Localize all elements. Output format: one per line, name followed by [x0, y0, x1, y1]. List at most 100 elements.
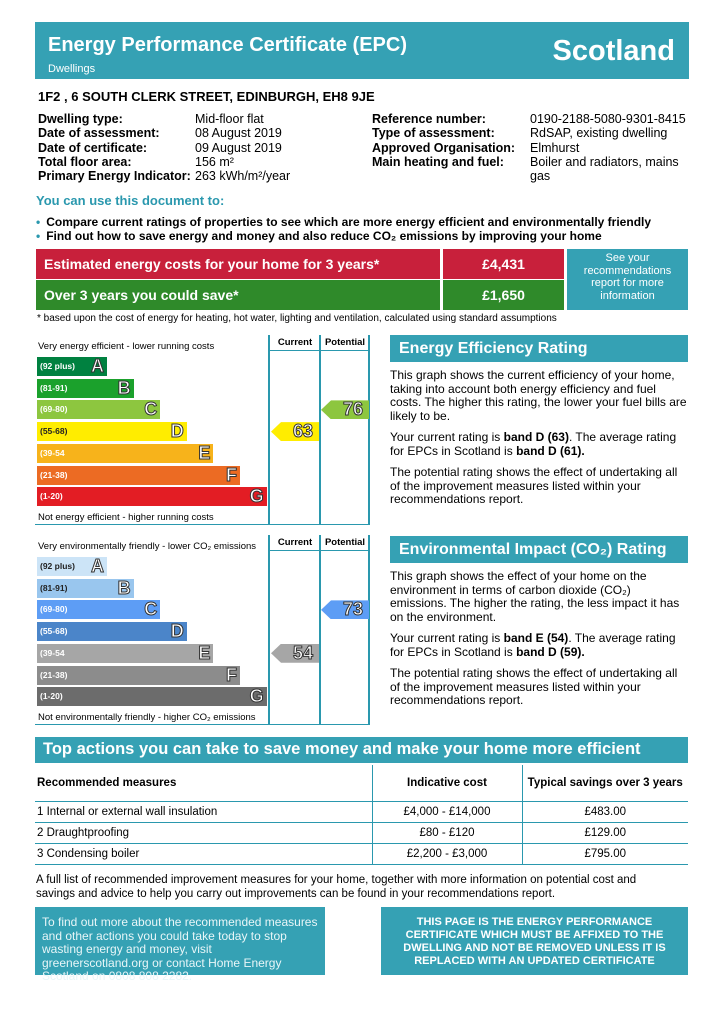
- chart-top-caption: Very energy efficient - lower running co…: [38, 341, 215, 352]
- bullet-item: • Find out how to save energy and money a…: [36, 229, 602, 243]
- chart-bottom-caption: Not environmentally friendly - higher CO…: [38, 712, 256, 723]
- document-subtitle: Dwellings: [48, 63, 96, 75]
- potential-rating-arrow: 76: [321, 399, 369, 420]
- band-range: (81-91): [40, 382, 68, 393]
- band-d-bar: (55-68) D: [37, 621, 187, 642]
- band-letter: G: [249, 486, 264, 507]
- detail-label: Dwelling type:: [38, 112, 123, 126]
- use-heading: You can use this document to:: [36, 193, 225, 208]
- band-range: (39-54: [40, 647, 65, 658]
- top-actions-title: Top actions you can take to save money a…: [35, 737, 688, 763]
- detail-row: Main heating and fuel: Boiler and radiato…: [372, 155, 690, 184]
- band-b-bar: (81-91) B: [37, 577, 134, 598]
- energy-cost-value: £4,431: [443, 249, 564, 279]
- band-letter: F: [226, 464, 238, 485]
- potential-rating-value: 76: [342, 399, 363, 420]
- band-range: (39-54: [40, 447, 65, 458]
- band-f-bar: (21-38) F: [37, 464, 240, 485]
- current-rating-arrow: 63: [271, 421, 319, 442]
- detail-value: Boiler and radiators, mains gas: [530, 154, 679, 184]
- cost: £80 - £120: [371, 822, 522, 844]
- savings-value: £1,650: [443, 280, 564, 310]
- detail-value: 09 August 2019: [195, 140, 282, 155]
- eir-text-1: This graph shows the effect of your home…: [390, 569, 680, 624]
- measure: 1 Internal or external wall insulation: [35, 801, 372, 823]
- band-e-bar: (39-54 E: [37, 442, 214, 463]
- cost: £4,000 - £14,000: [371, 801, 522, 823]
- savings-label: Over 3 years you could save*: [36, 280, 440, 310]
- band-range: (55-68): [40, 426, 68, 437]
- environmental-impact-panel: Environmental Impact (CO₂) Rating This g…: [390, 536, 688, 708]
- band-range: (55-68): [40, 626, 68, 637]
- more-info-box: To find out more about the recommended m…: [35, 907, 325, 983]
- chart-top-caption: Very environmentally friendly - lower CO…: [38, 541, 257, 552]
- detail-label: Total floor area:: [38, 154, 132, 169]
- detail-value: Mid-floor flat: [195, 112, 264, 126]
- energy-efficiency-chart: Current Potential Very energy efficient …: [35, 335, 370, 525]
- detail-row: Approved Organisation: Elmhurst: [372, 141, 690, 155]
- bullet-text: Find out how to save energy and money an…: [46, 229, 602, 243]
- band-a-bar: (92 plus) A: [37, 356, 107, 377]
- recommended-measures-table: Recommended measures Indicative cost Typ…: [35, 765, 688, 865]
- chart-bottom-caption: Not energy efficient - higher running co…: [38, 512, 214, 523]
- detail-label: Type of assessment:: [372, 126, 495, 141]
- table-row: 1 Internal or external wall insulation £4…: [35, 801, 688, 823]
- energy-efficiency-panel: Energy Efficiency Rating This graph show…: [390, 335, 688, 507]
- detail-row: Type of assessment: RdSAP, existing dwell…: [372, 126, 690, 140]
- band-b-bar: (81-91) B: [37, 377, 134, 398]
- detail-label: Date of certificate:: [38, 140, 148, 155]
- measure: 2 Draughtproofing: [35, 822, 372, 844]
- potential-rating-arrow: 73: [321, 600, 369, 620]
- measure: 3 Condensing boiler: [35, 843, 372, 865]
- eer-text-1: This graph shows the current efficiency …: [390, 368, 687, 423]
- savings: £795.00: [521, 843, 688, 865]
- band-range: (21-38): [40, 669, 68, 680]
- current-column-header: Current: [277, 537, 313, 548]
- eer-text-2: Your current rating is band D (63). The …: [390, 430, 677, 458]
- band-range: (92 plus): [40, 561, 75, 571]
- band-range: (92 plus): [40, 361, 75, 371]
- band-a-bar: (92 plus) A: [37, 556, 107, 577]
- detail-row: Date of certificate: 09 August 2019: [38, 141, 355, 155]
- current-rating-value: 63: [292, 421, 313, 442]
- detail-value: 0190-2188-5080-9301-8415: [530, 112, 686, 126]
- detail-value: Elmhurst: [530, 140, 580, 155]
- band-range: (21-38): [40, 469, 68, 480]
- header-banner: Energy Performance Certificate (EPC) Dwe…: [35, 22, 689, 79]
- band-letter: G: [249, 686, 264, 707]
- band-range: (81-91): [40, 582, 68, 593]
- band-letter: B: [117, 577, 131, 598]
- header-savings: Typical savings over 3 years: [521, 765, 688, 802]
- detail-label: Date of assessment:: [38, 126, 160, 141]
- header-cost: Indicative cost: [371, 765, 522, 802]
- detail-value: 263 kWh/m²/year: [195, 169, 291, 184]
- band-letter: B: [117, 377, 131, 398]
- detail-value: RdSAP, existing dwelling: [530, 126, 668, 141]
- current-rating-arrow: 54: [271, 642, 319, 663]
- band-letter: C: [144, 399, 158, 420]
- band-g-bar: (1-20) G: [37, 686, 267, 707]
- savings: £483.00: [521, 801, 688, 823]
- affix-notice-box: THIS PAGE IS THE ENERGY PERFORMANCE CERT…: [381, 907, 688, 975]
- eer-text-3: The potential rating shows the effect of…: [390, 465, 678, 506]
- details-left: Dwelling type: Mid-floor flat Date of asse…: [38, 112, 355, 183]
- band-range: (1-20): [40, 691, 63, 702]
- band-letter: E: [198, 642, 211, 663]
- band-c-bar: (69-80) C: [37, 399, 161, 420]
- band-d-bar: (55-68) D: [37, 421, 187, 442]
- potential-column-header: Potential: [324, 537, 366, 548]
- detail-row: Dwelling type: Mid-floor flat: [38, 112, 355, 126]
- band-e-bar: (39-54 E: [37, 642, 214, 663]
- detail-label: Reference number:: [372, 112, 486, 126]
- detail-row: Total floor area: 156 m²: [38, 155, 355, 169]
- detail-value: 08 August 2019: [195, 126, 282, 141]
- region-label: Scotland: [552, 35, 675, 67]
- detail-value: 156 m²: [195, 154, 234, 169]
- band-letter: A: [91, 356, 105, 377]
- band-letter: C: [144, 599, 158, 620]
- environmental-impact-chart: Current Potential Very environmentally f…: [35, 535, 370, 725]
- detail-row: Reference number: 0190-2188-5080-9301-841…: [372, 112, 690, 126]
- savings: £129.00: [521, 822, 688, 844]
- recommendations-link[interactable]: See your recommendations report for more…: [567, 249, 688, 310]
- current-rating-value: 54: [292, 642, 313, 663]
